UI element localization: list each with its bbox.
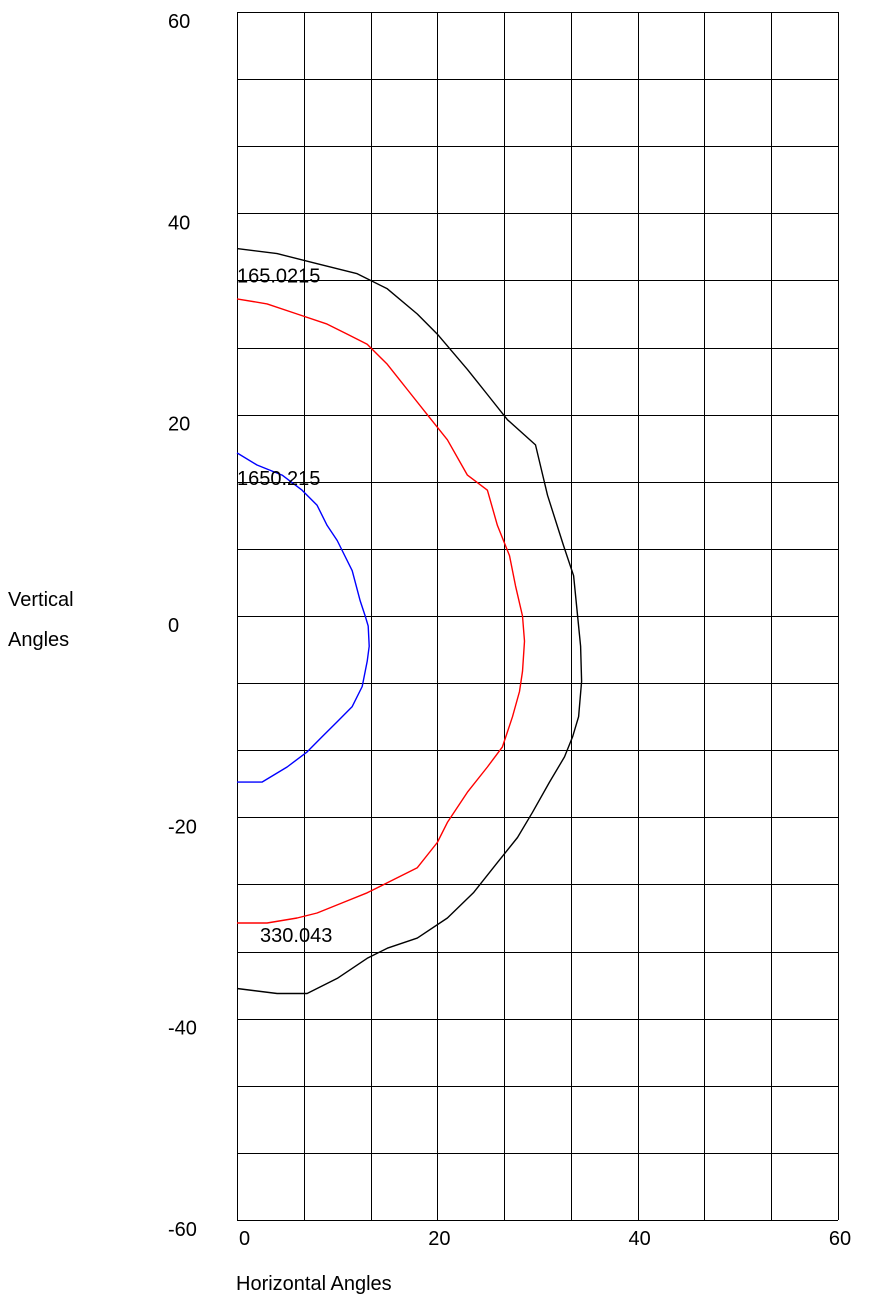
y-axis-title: Vertical	[8, 589, 74, 611]
contour-line-2	[236, 298, 526, 924]
x-axis-title: Horizontal Angles	[236, 1273, 392, 1295]
contour-line-3	[236, 452, 370, 783]
y-tick-labels: 60 40 20 0 -20 -40 -60	[168, 11, 197, 1241]
x-tick-label: 20	[428, 1228, 450, 1250]
y-tick-label: 0	[168, 615, 179, 637]
x-tick-labels: 0 20 40 60	[239, 1228, 851, 1250]
grid	[237, 12, 839, 1221]
y-tick-label: -60	[168, 1219, 197, 1241]
y-tick-label: 20	[168, 414, 190, 436]
x-tick-label: 60	[829, 1228, 851, 1250]
contour-label: 165.0215	[237, 266, 320, 288]
y-tick-label: 60	[168, 11, 190, 33]
y-tick-label: -40	[168, 1018, 197, 1040]
y-tick-label: 40	[168, 212, 190, 234]
x-tick-label: 40	[629, 1228, 651, 1250]
contour-label: 1650.215	[237, 468, 320, 490]
contour-line-1	[236, 247, 583, 995]
annotations: 165.0215 1650.215 330.043	[237, 266, 332, 947]
series-group	[236, 247, 583, 995]
x-tick-label: 0	[239, 1228, 250, 1250]
y-tick-label: -20	[168, 816, 197, 838]
y-axis-title: Angles	[8, 629, 69, 651]
contour-label: 330.043	[260, 925, 332, 947]
